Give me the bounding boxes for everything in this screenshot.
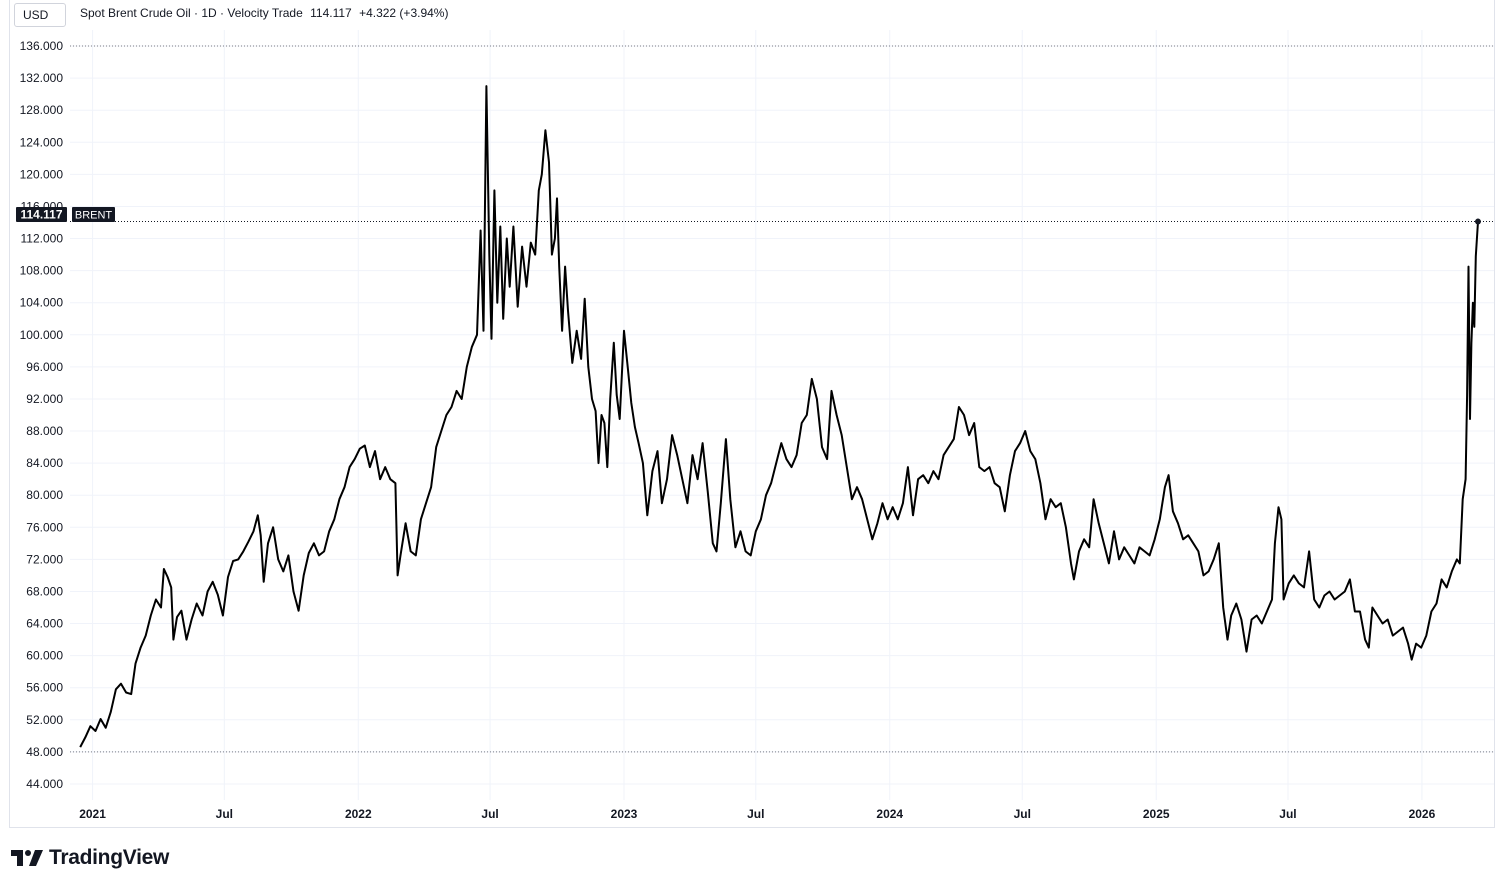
x-tick-label: Jul [1014,807,1031,821]
y-tick-label: 112.000 [21,232,64,246]
price-badge: 114.117 BRENT [16,207,115,222]
x-tick-label: Jul [481,807,498,821]
x-tick-label: 2026 [1409,807,1436,821]
y-tick-label: 60.000 [26,649,63,663]
x-axis-labels: 2021 Jul 2022 Jul 2023 Jul 2024 Jul 2025 Jul 2026 [79,807,1435,821]
symbol-title[interactable]: Spot Brent Crude Oil · 1D · Velocity Tra… [80,6,303,20]
tradingview-logo-icon [11,850,43,866]
y-tick-label: 92.000 [26,392,63,406]
y-tick-label: 72.000 [26,552,63,566]
x-tick-label: 2024 [876,807,903,821]
last-price: 114.117 [310,6,352,20]
y-tick-label: 104.000 [20,296,64,310]
y-tick-label: 124.000 [20,135,64,149]
x-tick-label: Jul [1279,807,1296,821]
y-tick-label: 84.000 [26,456,63,470]
symbol-badge-bg [72,207,115,222]
symbol-badge-label: BRENT [75,210,113,222]
brand-name: TradingView [49,846,170,869]
y-tick-label: 68.000 [26,584,63,598]
chart-legend: Spot Brent Crude Oil · 1D · Velocity Tra… [80,5,452,21]
price-badge-bg [16,207,67,222]
currency-selector[interactable]: USD [14,3,66,27]
y-tick-label: 64.000 [26,617,63,631]
last-price-marker [1474,218,1481,225]
grid-lines [70,30,1494,800]
x-tick-label: Jul [216,807,233,821]
y-tick-label: 56.000 [26,681,63,695]
y-tick-label: 52.000 [26,713,63,727]
y-tick-label: 76.000 [26,520,63,534]
y-tick-label: 96.000 [26,360,63,374]
reference-lines [70,45,1494,753]
x-tick-label: Jul [747,807,764,821]
x-tick-label: 2021 [79,807,106,821]
y-tick-label: 88.000 [26,424,63,438]
x-tick-label: 2025 [1143,807,1170,821]
y-tick-label: 80.000 [26,488,63,502]
y-tick-label: 44.000 [26,777,63,791]
chart-frame[interactable] [9,0,1495,828]
y-tick-label: 136.000 [20,39,64,53]
y-axis-labels: 44.000 48.000 52.000 56.000 60.000 64.000 68.0… [20,39,64,791]
currency-label: USD [23,8,49,22]
price-chart[interactable]: 44.000 48.000 52.000 56.000 60.000 64.000 68.0… [0,0,1505,840]
y-tick-label: 132.000 [20,71,64,85]
x-tick-label: 2022 [345,807,372,821]
price-change: +4.322 (+3.94%) [359,6,449,20]
y-tick-label: 120.000 [20,167,64,181]
price-series-line [79,85,1479,748]
y-tick-label: 108.000 [20,264,64,278]
y-tick-label: 48.000 [26,745,63,759]
tradingview-brand[interactable]: TradingView [11,846,169,870]
x-tick-label: 2023 [611,807,638,821]
y-tick-label: 100.000 [20,328,64,342]
price-badge-value: 114.117 [20,208,62,222]
y-tick-label: 128.000 [20,103,64,117]
